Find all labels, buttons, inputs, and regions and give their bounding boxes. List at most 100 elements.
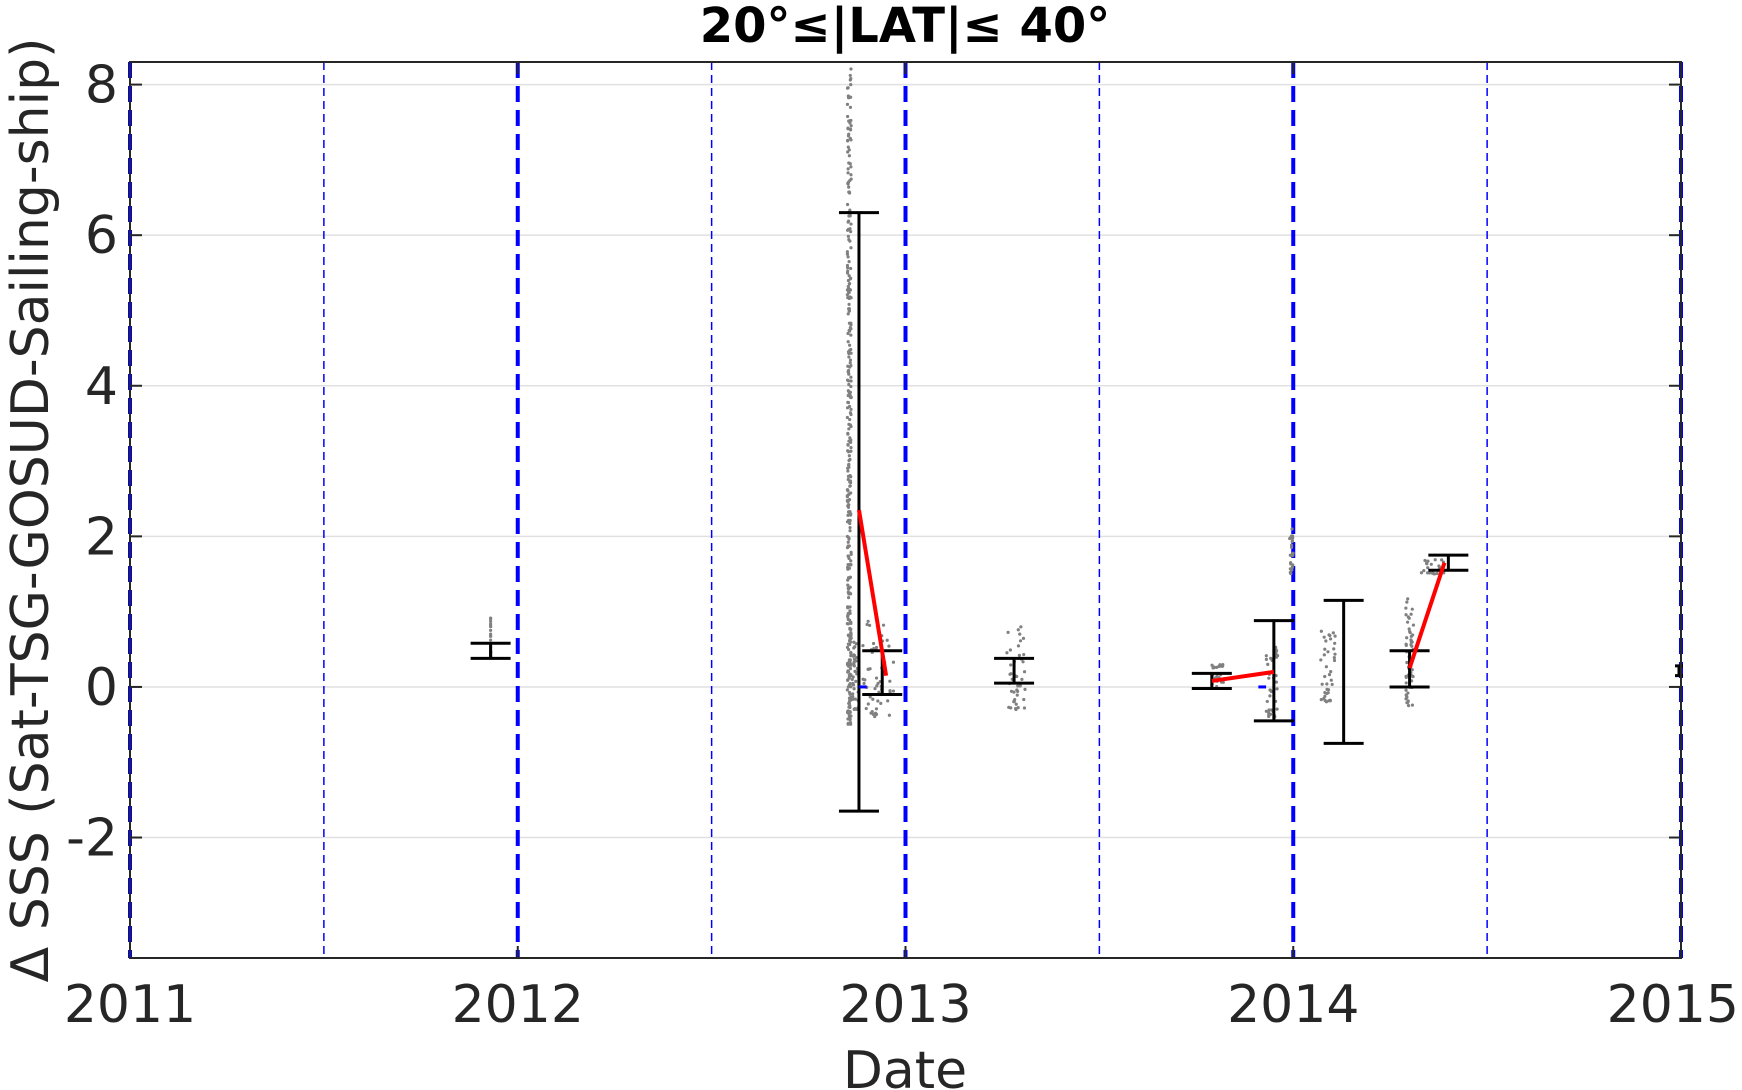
data-point xyxy=(848,214,852,218)
data-point xyxy=(1289,543,1294,547)
data-point xyxy=(1016,684,1020,688)
data-point xyxy=(1267,714,1271,719)
data-point xyxy=(489,628,493,632)
data-point xyxy=(1423,558,1427,563)
data-point xyxy=(1290,535,1294,539)
data-point xyxy=(1015,693,1019,697)
data-point xyxy=(1288,553,1292,557)
data-point xyxy=(1288,536,1292,541)
data-point xyxy=(852,707,856,711)
data-point xyxy=(848,73,852,78)
data-point xyxy=(875,684,879,688)
data-point xyxy=(849,632,853,636)
data-point xyxy=(847,382,851,387)
data-point xyxy=(854,642,858,646)
data-point xyxy=(874,707,879,711)
data-point xyxy=(849,173,853,177)
data-point xyxy=(847,544,851,548)
data-point xyxy=(1275,687,1279,691)
x-tick-label: 2013 xyxy=(839,975,971,1035)
data-point xyxy=(1022,697,1026,702)
data-point xyxy=(1331,631,1335,635)
data-point xyxy=(846,284,850,289)
data-point xyxy=(1268,694,1272,698)
data-point xyxy=(868,695,872,699)
data-point xyxy=(846,583,850,587)
data-point xyxy=(849,246,853,250)
data-point xyxy=(846,331,850,336)
data-point xyxy=(1018,632,1022,636)
data-point xyxy=(1322,653,1326,657)
data-point xyxy=(1289,562,1293,566)
data-point xyxy=(1437,564,1441,568)
data-point xyxy=(846,669,851,674)
data-point xyxy=(852,664,856,668)
data-point xyxy=(874,676,879,680)
data-point xyxy=(846,364,850,368)
data-point xyxy=(1435,571,1439,576)
data-point xyxy=(847,404,852,409)
data-point xyxy=(848,128,853,132)
data-point xyxy=(848,637,852,641)
data-point xyxy=(848,358,853,362)
data-point xyxy=(845,415,849,420)
data-point xyxy=(849,663,853,667)
data-point xyxy=(847,238,851,242)
data-point xyxy=(1324,639,1328,643)
data-point xyxy=(1007,705,1011,709)
data-point xyxy=(848,329,852,333)
data-point xyxy=(845,102,850,106)
data-point xyxy=(848,718,852,722)
data-point xyxy=(1322,635,1326,639)
data-point xyxy=(1019,625,1023,629)
data-point xyxy=(848,510,852,514)
data-point xyxy=(1021,636,1026,640)
data-point xyxy=(849,640,853,644)
data-point xyxy=(846,443,850,447)
y-tick-label: -2 xyxy=(66,809,118,869)
data-point xyxy=(1020,677,1024,681)
data-point xyxy=(846,477,850,482)
data-point xyxy=(846,617,850,622)
data-point xyxy=(489,619,493,623)
error-bars xyxy=(470,211,1683,813)
data-point xyxy=(1332,658,1337,663)
data-point xyxy=(849,440,853,444)
data-point xyxy=(848,282,852,286)
data-point xyxy=(846,565,850,570)
data-point xyxy=(847,454,851,458)
data-point xyxy=(1005,651,1009,655)
data-point xyxy=(847,715,852,719)
axis-ticks xyxy=(129,62,1682,958)
data-point xyxy=(851,697,855,701)
x-tick-label: 2015 xyxy=(1607,975,1739,1035)
data-point xyxy=(863,678,867,682)
data-point xyxy=(1409,612,1413,616)
data-point xyxy=(876,699,880,703)
data-point xyxy=(1274,655,1279,659)
data-point xyxy=(1410,703,1415,707)
data-point xyxy=(848,287,852,292)
trend-segment xyxy=(1407,562,1447,669)
data-point xyxy=(1320,682,1324,686)
data-point xyxy=(1323,674,1327,679)
data-point xyxy=(1009,663,1013,667)
data-point xyxy=(1221,664,1225,668)
data-point xyxy=(848,643,852,647)
data-point xyxy=(849,449,853,453)
data-point xyxy=(1012,690,1016,694)
data-point xyxy=(851,692,855,696)
data-point xyxy=(847,185,851,189)
data-point xyxy=(847,422,851,426)
data-point xyxy=(1332,647,1336,651)
data-point xyxy=(1291,551,1295,555)
data-point xyxy=(1022,706,1027,710)
trend-lines xyxy=(856,509,1447,689)
data-point xyxy=(848,436,852,440)
data-point xyxy=(1327,673,1332,677)
data-point xyxy=(847,701,851,705)
data-point xyxy=(845,499,849,503)
data-point xyxy=(1268,712,1273,716)
data-point xyxy=(1021,660,1025,664)
